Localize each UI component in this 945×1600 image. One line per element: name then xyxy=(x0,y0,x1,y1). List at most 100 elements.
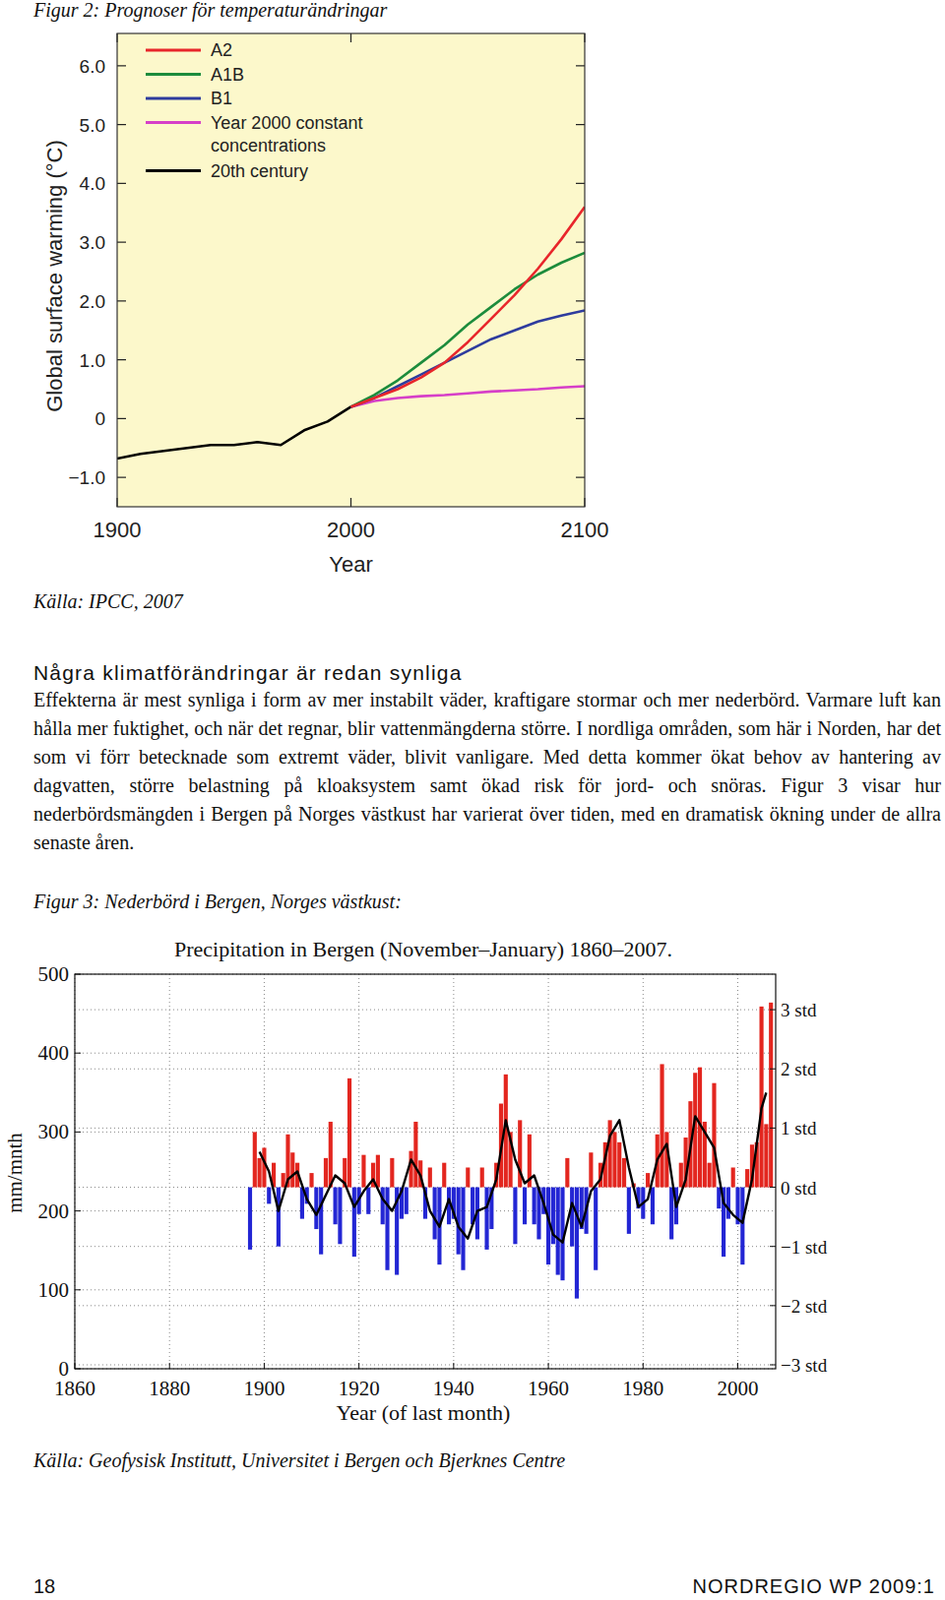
bar xyxy=(433,1188,438,1241)
legend-label: B1 xyxy=(210,88,233,109)
page: { "figure2": {"caption": "Figur 2: Progn… xyxy=(0,0,945,1600)
bar xyxy=(290,1152,295,1188)
y-tick xyxy=(117,418,126,420)
bar xyxy=(428,1167,433,1188)
bar xyxy=(569,1188,574,1248)
y2-tick xyxy=(769,1187,776,1189)
grid-line xyxy=(642,974,644,1370)
grid-line xyxy=(737,974,739,1370)
y-tick xyxy=(575,183,585,185)
temperature-chart: −1.001.02.03.04.05.06.0190020002100YearG… xyxy=(42,33,609,577)
bar xyxy=(622,1158,627,1189)
y-tick-label: 6.0 xyxy=(79,56,106,77)
bar xyxy=(707,1163,712,1189)
legend-label: Year 2000 constantconcentrations xyxy=(210,113,363,156)
bar xyxy=(627,1188,631,1235)
bar xyxy=(645,1173,650,1188)
y2-tick-label: −1 std xyxy=(780,1237,828,1259)
bar xyxy=(556,1188,561,1276)
bar xyxy=(261,1147,266,1188)
y-tick-label: 2.0 xyxy=(79,291,106,313)
y2-tick-label: −2 std xyxy=(780,1296,828,1318)
x-tick-label: 2000 xyxy=(326,517,376,543)
x-tick-label: 2100 xyxy=(561,517,610,543)
bar xyxy=(679,1163,684,1189)
y2-tick-label: −3 std xyxy=(780,1355,828,1377)
x-tick xyxy=(74,1363,76,1370)
x-axis-label: Year (of last month) xyxy=(336,1400,511,1426)
precipitation-chart: Precipitation in Bergen (November–Januar… xyxy=(2,937,828,1426)
figure-source: Källa: Geofysisk Institutt, Universitet … xyxy=(32,1449,566,1473)
grid-line xyxy=(74,1132,776,1134)
legend-label-line: 20th century xyxy=(210,161,309,182)
bar xyxy=(465,1167,470,1188)
series-line xyxy=(351,206,586,407)
bar xyxy=(361,1155,366,1189)
y2-tick xyxy=(769,1364,776,1366)
y2-tick xyxy=(769,1009,776,1011)
bar xyxy=(759,1007,764,1189)
grid-line xyxy=(169,974,171,1370)
x-axis-label: Year xyxy=(328,552,373,577)
bar xyxy=(763,1124,768,1188)
x-tick-label: 1880 xyxy=(148,1377,190,1401)
legend-label: 20th century xyxy=(210,161,309,182)
bar xyxy=(328,1122,333,1189)
bar xyxy=(266,1188,271,1205)
grid-line xyxy=(74,1246,776,1248)
y-tick-label: 400 xyxy=(38,1041,70,1066)
y2-tick-label: 3 std xyxy=(780,1000,818,1021)
x-tick xyxy=(642,1363,644,1370)
bar xyxy=(404,1188,409,1215)
bar xyxy=(617,1142,622,1189)
bar xyxy=(480,1167,485,1188)
x-tick xyxy=(263,1363,265,1370)
y-tick xyxy=(74,1369,81,1371)
y-tick-label: 100 xyxy=(38,1278,70,1303)
y-tick-label: 1.0 xyxy=(79,350,106,372)
bar xyxy=(650,1188,655,1226)
x-tick-label: 1900 xyxy=(243,1377,285,1401)
x-tick xyxy=(350,498,352,507)
y-tick-label: 500 xyxy=(38,962,70,987)
grid-line xyxy=(74,1069,776,1071)
y-tick xyxy=(117,359,126,361)
bar xyxy=(669,1188,674,1241)
footer-series: NORDREGIO WP 2009:1 xyxy=(693,1575,936,1598)
legend-label: A2 xyxy=(210,40,233,61)
bar xyxy=(731,1167,736,1188)
y-tick xyxy=(74,1289,81,1291)
y-tick xyxy=(74,974,81,976)
grid-line xyxy=(74,1364,776,1366)
bar xyxy=(318,1188,323,1256)
x-tick-label: 1960 xyxy=(527,1377,569,1401)
bar xyxy=(612,1132,617,1188)
bar xyxy=(409,1151,414,1189)
plot-frame xyxy=(74,974,776,1370)
y-tick xyxy=(117,124,126,126)
figure-caption: Figur 3: Nederbörd i Bergen, Norges väst… xyxy=(32,890,402,914)
y-tick xyxy=(74,1053,81,1055)
y-tick xyxy=(117,477,126,479)
legend-swatch xyxy=(145,97,201,101)
legend: A2 A1B B1 Year 2000 constantconcentrations 2… xyxy=(145,40,363,182)
grid-line xyxy=(548,974,550,1370)
bar xyxy=(574,1188,579,1300)
plot-background xyxy=(117,33,585,507)
y-tick xyxy=(74,1210,81,1212)
bar xyxy=(565,1158,569,1189)
y-tick-label: −1.0 xyxy=(67,467,106,489)
bar xyxy=(376,1155,380,1189)
y-tick xyxy=(575,300,585,302)
section-heading: Några klimatförändringar är redan synlig… xyxy=(33,661,463,685)
legend-label-line: A1B xyxy=(210,64,245,85)
x-tick-label: 1940 xyxy=(433,1377,475,1401)
page-graphics: Figur 2: Prognoser för temperaturändring… xyxy=(0,0,945,1600)
page-number: 18 xyxy=(33,1575,56,1598)
legend-swatch xyxy=(145,121,201,125)
bar xyxy=(347,1078,352,1189)
x-tick-label: 2000 xyxy=(717,1377,759,1401)
y-tick xyxy=(117,64,126,66)
bar xyxy=(314,1188,318,1231)
y-tick xyxy=(575,124,585,126)
